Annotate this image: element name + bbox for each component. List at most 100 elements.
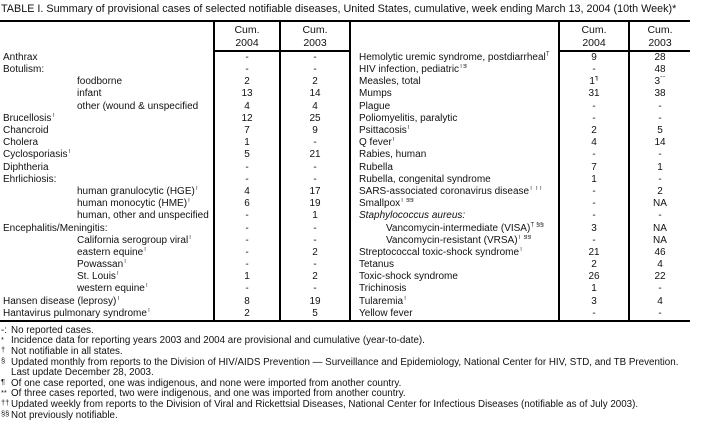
table-row: Cyclosporiasis† 5 21 Rabies, human - - (0, 149, 690, 162)
value-cell: 1 (558, 283, 629, 296)
disease-label: Rabies, human (349, 149, 559, 162)
disease-label: Hansen disease (leprosy)† (3, 295, 121, 307)
footnote-text: No reported cases. (11, 324, 94, 336)
footnote: §§ Not previously notifiable. (0, 409, 708, 422)
footnote: ** Of three cases reported, two were indi… (0, 387, 708, 400)
value-cell: 2 (558, 259, 629, 272)
table-row: eastern equine† -2 Streptococcal toxic-sho… (0, 246, 690, 259)
value-cell: - (558, 185, 629, 199)
value-cell: - (628, 283, 690, 296)
value-cell: - (558, 100, 629, 113)
footnote-text: Of one case reported, one was indigenous… (11, 377, 402, 389)
cum-label: Cum. (234, 23, 260, 36)
footnote-marker: ** (1, 387, 7, 397)
table-row: other (wound & unspecified 4 4 Plague - - (0, 100, 690, 113)
table-row: human granulocytic (HGE)† 4 17 SARS-associa… (0, 185, 690, 199)
cum-label: Cum. (302, 23, 328, 36)
table-row: Anthrax - - Hemolytic uremic syndrome, post… (0, 51, 690, 64)
value-cell: - (213, 210, 280, 223)
disease-label: Encephalitis/Meningitis: (3, 222, 108, 234)
table-row: Hantavirus pulmonary syndrome† 2 5 Yellow f… (0, 307, 690, 321)
value-cell: 46 (628, 246, 690, 259)
footnote: Last update December 28, 2003. (0, 367, 708, 379)
value-cell: 13 (213, 88, 280, 101)
value-cell: 26 (558, 271, 629, 284)
value-cell: 6 (213, 198, 280, 211)
header-spacer-left (0, 21, 214, 51)
footnote-text: Not notifiable in all states. (11, 345, 123, 357)
value-cell: 7 (213, 124, 280, 138)
value-cell: 28 (628, 51, 690, 64)
header-left-cum-2003: Cum. 2003 (279, 21, 350, 52)
value-cell: 2 (279, 246, 350, 259)
value-cell: 19 (279, 295, 350, 308)
disease-label: Cyclosporiasis† (3, 149, 72, 161)
footnote-text: Of three cases reported, two were indige… (11, 388, 406, 400)
table-row: Cholera 1- Q fever† 4 14 (0, 137, 690, 150)
disease-label: Measles, total (349, 76, 559, 89)
table-body: Anthrax - - Hemolytic uremic syndrome, post… (0, 51, 690, 321)
disease-label: Botulism: (3, 64, 45, 76)
disease-label: Plague (349, 100, 559, 113)
disease-label: St. Louis† (77, 271, 120, 283)
disease-label: Poliomyelitis, paralytic (349, 112, 559, 125)
table-row: Hansen disease (leprosy)† 8 19 Tularemia† 3 4 (0, 295, 690, 308)
table-row: Brucellosis† 12 25 Poliomyelitis, paralytic… (0, 112, 690, 125)
value-cell: 1 (213, 137, 280, 150)
disease-label: Cholera (3, 137, 39, 149)
disease-label: Streptococcal toxic-shock syndrome† (349, 246, 559, 259)
year-label: 2004 (582, 36, 606, 49)
value-cell: 8 (213, 295, 280, 308)
value-cell: - (279, 222, 350, 235)
value-cell: 7 (558, 161, 629, 174)
footnote-marker: § (1, 356, 6, 366)
value-cell: - (558, 307, 629, 321)
value-cell: 2 (213, 307, 280, 321)
value-cell: 2 (628, 185, 690, 199)
disease-label: Trichinosis (349, 283, 559, 296)
value-cell: 31 (558, 88, 629, 101)
value-cell: - (558, 234, 629, 247)
footnote: ¶ Of one case reported, one was indigenou… (0, 377, 708, 390)
disease-label: Tetanus (349, 259, 559, 272)
value-cell: 48 (628, 64, 690, 77)
header-right-cum-2003: Cum. 2003 (628, 21, 690, 52)
value-cell: 4 (213, 185, 280, 199)
value-cell: - (628, 112, 690, 125)
disease-label: western equine† (77, 283, 149, 295)
table-row: foodborne 2 2 Measles, total 1¶ 3** (0, 76, 690, 89)
disease-label: Vancomycin-resistant (VRSA)† §§ (349, 234, 559, 247)
disease-label: human granulocytic (HGE)† (77, 185, 199, 197)
table-row: Diphtheria - - Rubella 7 1 (0, 161, 690, 174)
value-cell: 22 (628, 271, 690, 284)
value-cell: 4 (628, 259, 690, 272)
value-cell: 14 (279, 88, 350, 101)
footnote-text: Updated monthly from reports to the Divi… (11, 356, 679, 368)
value-cell: - (279, 283, 350, 296)
value-cell: NA (628, 198, 690, 211)
table-row: infant 13 14 Mumps 31 38 (0, 88, 690, 101)
value-cell: 21 (558, 246, 629, 259)
disease-label: HIV infection, pediatric†§ (349, 64, 559, 77)
value-cell: 1 (628, 161, 690, 174)
disease-label: SARS-associated coronavirus disease† †† (349, 185, 559, 199)
footnote: * Incidence data for reporting years 2003… (0, 335, 708, 347)
disease-label: Ehrlichiosis: (3, 173, 57, 185)
disease-label: Yellow fever (349, 307, 559, 321)
value-cell: - (279, 234, 350, 247)
value-cell: 3 (558, 295, 629, 308)
value-cell: 4 (213, 100, 280, 113)
table-title: TABLE I. Summary of provisional cases of… (1, 3, 677, 15)
table-row: Powassan† - - Tetanus 2 4 (0, 259, 690, 272)
value-cell: - (213, 64, 280, 77)
value-cell: - (558, 149, 629, 162)
value-cell: - (213, 173, 280, 186)
value-cell: - (213, 161, 280, 174)
value-cell: - (279, 259, 350, 272)
value-cell: 1 (279, 210, 350, 223)
footnotes: -: No reported cases. * Incidence data for … (0, 324, 708, 422)
footnote: †† Updated weekly from reports to the Div… (0, 398, 708, 411)
value-cell: 2 (279, 271, 350, 284)
disease-label: human, other and unspecified (77, 210, 209, 222)
